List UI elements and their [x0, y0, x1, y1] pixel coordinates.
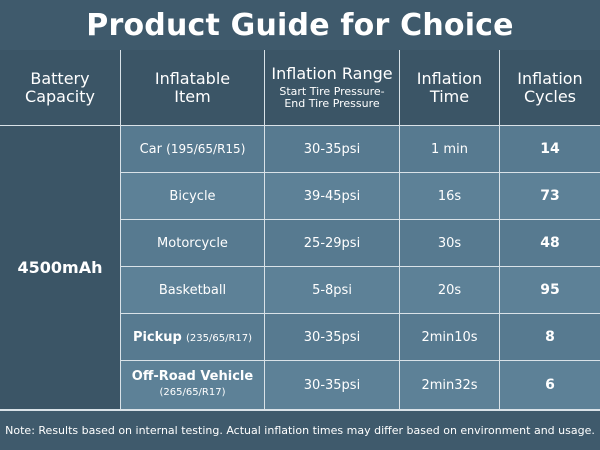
table-row-cycles: 6	[500, 361, 600, 410]
table-row-range: 30-35psi	[265, 126, 400, 173]
product-guide-table: Battery Capacity Inflatable Item Inflati…	[0, 50, 600, 410]
item-spec: (265/65/R17)	[159, 387, 226, 398]
table-row-cycles: 95	[500, 267, 600, 314]
header-range-sub1: Start Tire Pressure-	[279, 85, 385, 98]
header-battery-line2: Capacity	[25, 86, 95, 106]
header-time-line1: Inflation	[416, 68, 483, 88]
item-spec: (195/65/R15)	[166, 141, 246, 156]
table-row-item: Pickup (235/65/R17)	[121, 314, 265, 361]
table-row-time: 1 min	[400, 126, 500, 173]
header-cycles-line2: Cycles	[523, 86, 577, 106]
header-time-line2: Time	[429, 86, 470, 106]
page-title: Product Guide for Choice	[86, 7, 514, 43]
footnote: Note: Results based on internal testing.…	[0, 410, 600, 450]
item-name: Off-Road Vehicle	[131, 369, 254, 384]
table-row-cycles: 48	[500, 220, 600, 267]
table-row-item: Basketball	[121, 267, 265, 314]
table-row-range: 30-35psi	[265, 314, 400, 361]
header-item-line2: Item	[174, 86, 211, 106]
header-cycles-line1: Inflation	[517, 68, 583, 88]
header-range-sub2: End Tire Pressure	[284, 97, 380, 110]
table-row-time: 20s	[400, 267, 500, 314]
header-item-line1: Inflatable	[154, 68, 231, 88]
table-row-cycles: 73	[500, 173, 600, 220]
table-row-range: 5-8psi	[265, 267, 400, 314]
table-row-time: 30s	[400, 220, 500, 267]
header-battery-line1: Battery	[30, 68, 90, 88]
battery-capacity-value: 4500mAh	[0, 126, 121, 410]
table-row-item: Motorcycle	[121, 220, 265, 267]
table-row-range: 39-45psi	[265, 173, 400, 220]
header-inflation-range: Inflation Range Start Tire Pressure- End…	[265, 50, 400, 126]
table-row-cycles: 8	[500, 314, 600, 361]
header-inflatable-item: Inflatable Item	[121, 50, 265, 126]
table-row-item: Off-Road Vehicle (265/65/R17)	[121, 361, 265, 410]
item-name: Pickup	[132, 329, 182, 345]
item-spec: (235/65/R17)	[186, 332, 253, 344]
table-row-time: 2min10s	[400, 314, 500, 361]
header-inflation-cycles: Inflation Cycles	[500, 50, 600, 126]
table-row-time: 2min32s	[400, 361, 500, 410]
table-row-range: 30-35psi	[265, 361, 400, 410]
item-name: Car	[139, 141, 162, 157]
table-row-range: 25-29psi	[265, 220, 400, 267]
table-row-item: Bicycle	[121, 173, 265, 220]
table-row-cycles: 14	[500, 126, 600, 173]
header-battery-capacity: Battery Capacity	[0, 50, 121, 126]
table-row-item: Car (195/65/R15)	[121, 126, 265, 173]
table-row-time: 16s	[400, 173, 500, 220]
header-range-line1: Inflation Range	[271, 64, 393, 83]
header-inflation-time: Inflation Time	[400, 50, 500, 126]
